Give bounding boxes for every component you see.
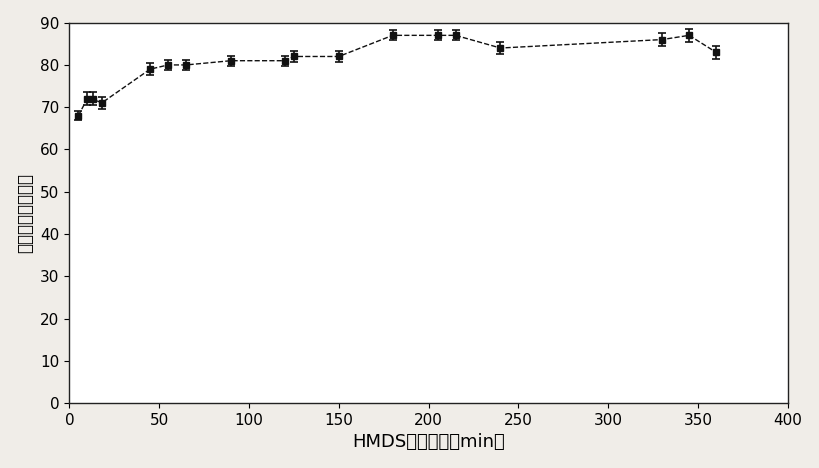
Y-axis label: 純水接触角（度）: 純水接触角（度） (16, 173, 34, 253)
X-axis label: HMDS処理時間（min）: HMDS処理時間（min） (352, 433, 505, 451)
